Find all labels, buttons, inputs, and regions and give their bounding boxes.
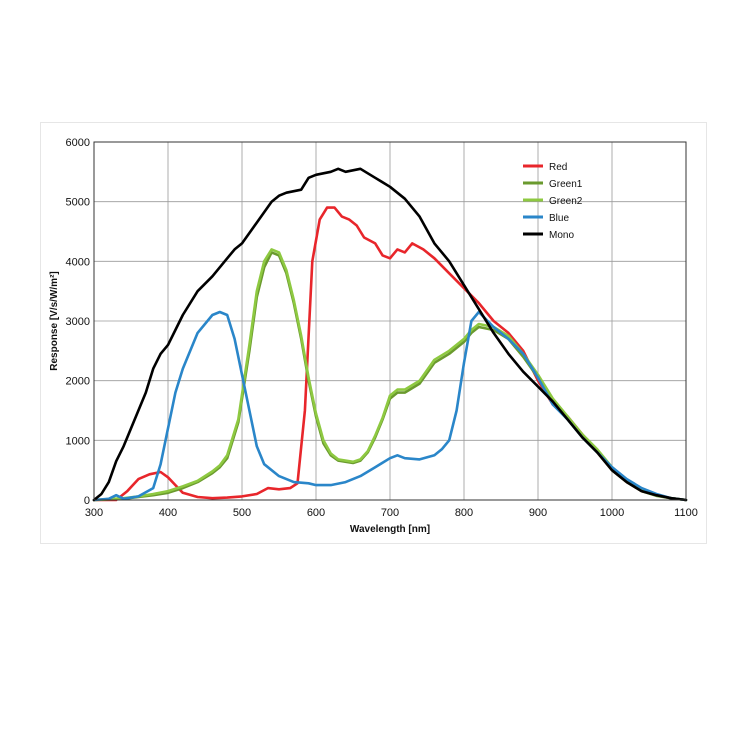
series-layer (92, 167, 688, 502)
x-tick-labels: 300 400 500 600 700 800 900 1000 1100 (85, 507, 698, 519)
x-tick-label: 1100 (674, 507, 698, 519)
y-tick-label: 3000 (66, 316, 90, 328)
y-tick-labels: 0 1000 2000 3000 4000 5000 6000 (66, 137, 90, 507)
y-axis-title: Response [V/s/W/m²] (49, 271, 60, 370)
legend-label-red: Red (549, 162, 567, 173)
x-tick-label: 500 (233, 507, 251, 519)
plot-frame (93, 141, 687, 501)
y-tick-label: 1000 (66, 435, 90, 447)
legend-label-mono: Mono (549, 230, 574, 241)
y-tick-label: 6000 (66, 137, 90, 149)
legend-label-green2: Green2 (549, 196, 583, 207)
x-tick-label: 800 (455, 507, 473, 519)
y-tick-label: 4000 (66, 256, 90, 268)
x-tick-label: 400 (159, 507, 177, 519)
x-tick-label: 1000 (600, 507, 624, 519)
chart-figure: 300 400 500 600 700 800 900 1000 1100 0 1000 2000 3… (40, 122, 707, 544)
y-tick-label: 2000 (66, 376, 90, 388)
y-tick-label: 5000 (66, 197, 90, 209)
x-tick-label: 600 (307, 507, 325, 519)
x-tick-label: 700 (381, 507, 399, 519)
x-tick-label: 300 (85, 507, 103, 519)
legend-label-blue: Blue (549, 213, 569, 224)
chart-svg: 300 400 500 600 700 800 900 1000 1100 0 1000 2000 3… (49, 137, 698, 535)
grid (93, 141, 687, 501)
legend: Red Green1 Green2 Blue Mono (523, 162, 583, 241)
legend-label-green1: Green1 (549, 179, 583, 190)
y-tick-label: 0 (84, 495, 90, 507)
x-axis-title: Wavelength [nm] (350, 524, 430, 535)
series-line-green2 (92, 248, 688, 502)
x-tick-label: 900 (529, 507, 547, 519)
series-line-mono (92, 167, 688, 502)
